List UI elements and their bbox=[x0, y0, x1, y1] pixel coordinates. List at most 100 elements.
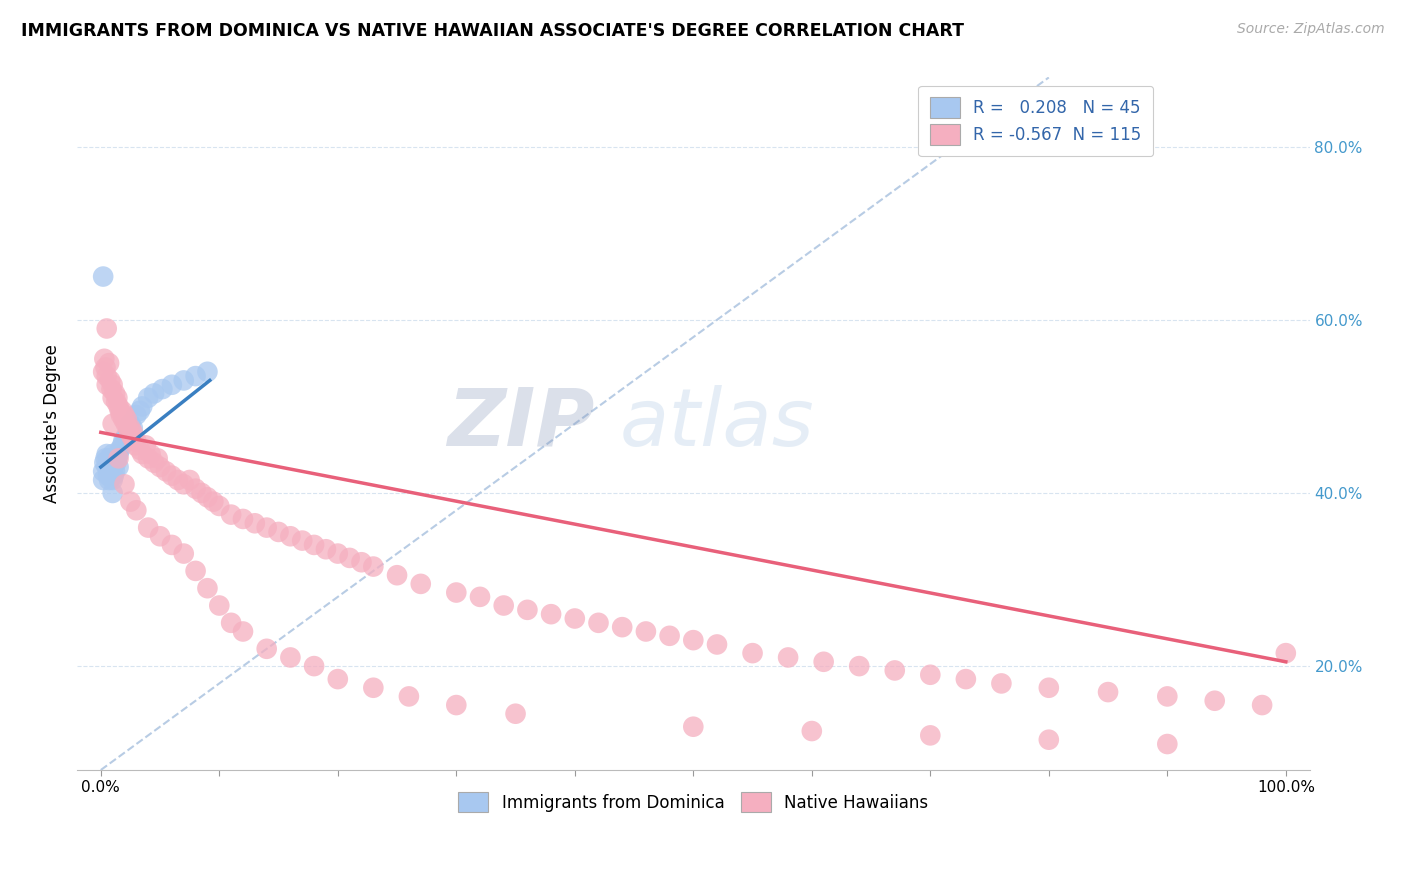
Point bbox=[350, 555, 373, 569]
Point bbox=[800, 724, 823, 739]
Point bbox=[98, 451, 121, 466]
Text: atlas: atlas bbox=[620, 384, 814, 463]
Point bbox=[326, 672, 349, 686]
Point bbox=[97, 468, 120, 483]
Point bbox=[173, 373, 195, 387]
Text: Source: ZipAtlas.com: Source: ZipAtlas.com bbox=[1237, 22, 1385, 37]
Point bbox=[197, 491, 219, 505]
Point bbox=[114, 408, 136, 422]
Point bbox=[778, 650, 800, 665]
Point bbox=[93, 456, 115, 470]
Point bbox=[143, 456, 166, 470]
Point bbox=[155, 464, 177, 478]
Point bbox=[105, 456, 128, 470]
Point bbox=[160, 377, 183, 392]
Point bbox=[125, 434, 148, 448]
Point bbox=[813, 655, 835, 669]
Point bbox=[160, 538, 183, 552]
Point bbox=[326, 547, 349, 561]
Point bbox=[516, 603, 538, 617]
Point bbox=[1038, 681, 1060, 695]
Point bbox=[125, 503, 148, 517]
Point bbox=[468, 590, 491, 604]
Point bbox=[100, 451, 122, 466]
Point bbox=[94, 451, 117, 466]
Point bbox=[104, 451, 127, 466]
Point bbox=[112, 434, 135, 448]
Point bbox=[120, 421, 142, 435]
Point bbox=[202, 494, 225, 508]
Legend: Immigrants from Dominica, Native Hawaiians: Immigrants from Dominica, Native Hawaiia… bbox=[447, 780, 941, 824]
Point bbox=[143, 386, 166, 401]
Point bbox=[96, 321, 118, 335]
Point bbox=[658, 629, 681, 643]
Point bbox=[184, 564, 207, 578]
Point bbox=[108, 442, 131, 457]
Point bbox=[152, 382, 174, 396]
Point bbox=[96, 377, 118, 392]
Point bbox=[96, 369, 118, 384]
Point bbox=[96, 447, 118, 461]
Point bbox=[91, 464, 114, 478]
Point bbox=[302, 538, 325, 552]
Point bbox=[219, 615, 242, 630]
Point bbox=[302, 659, 325, 673]
Point bbox=[103, 468, 125, 483]
Point bbox=[197, 365, 219, 379]
Point bbox=[190, 486, 212, 500]
Point bbox=[446, 585, 468, 599]
Point bbox=[105, 395, 128, 409]
Point bbox=[149, 529, 172, 543]
Point bbox=[848, 659, 870, 673]
Point bbox=[103, 456, 125, 470]
Point bbox=[256, 641, 278, 656]
Point bbox=[101, 486, 124, 500]
Point bbox=[120, 494, 142, 508]
Point bbox=[612, 620, 634, 634]
Point bbox=[118, 425, 141, 440]
Point bbox=[117, 425, 139, 440]
Point bbox=[184, 482, 207, 496]
Point bbox=[112, 412, 135, 426]
Point bbox=[100, 468, 122, 483]
Point bbox=[120, 417, 142, 431]
Point bbox=[1038, 732, 1060, 747]
Point bbox=[363, 559, 385, 574]
Point bbox=[219, 508, 242, 522]
Point bbox=[179, 473, 201, 487]
Point bbox=[136, 391, 159, 405]
Point bbox=[104, 386, 127, 401]
Point bbox=[105, 391, 128, 405]
Point bbox=[129, 403, 152, 417]
Point bbox=[97, 456, 120, 470]
Text: IMMIGRANTS FROM DOMINICA VS NATIVE HAWAIIAN ASSOCIATE'S DEGREE CORRELATION CHART: IMMIGRANTS FROM DOMINICA VS NATIVE HAWAI… bbox=[21, 22, 965, 40]
Point bbox=[96, 460, 118, 475]
Point bbox=[1156, 690, 1178, 704]
Point bbox=[91, 365, 114, 379]
Point bbox=[706, 638, 728, 652]
Point bbox=[315, 542, 337, 557]
Point bbox=[232, 512, 254, 526]
Point bbox=[98, 356, 121, 370]
Point bbox=[98, 460, 121, 475]
Point bbox=[1156, 737, 1178, 751]
Point bbox=[135, 438, 157, 452]
Point bbox=[409, 577, 432, 591]
Point bbox=[98, 473, 121, 487]
Point bbox=[385, 568, 408, 582]
Point bbox=[920, 667, 942, 681]
Point bbox=[280, 650, 302, 665]
Point bbox=[114, 430, 136, 444]
Point bbox=[990, 676, 1012, 690]
Point bbox=[114, 417, 136, 431]
Point bbox=[232, 624, 254, 639]
Point bbox=[173, 477, 195, 491]
Point bbox=[107, 451, 129, 466]
Point bbox=[104, 464, 127, 478]
Point bbox=[682, 633, 704, 648]
Point bbox=[682, 720, 704, 734]
Point bbox=[122, 434, 145, 448]
Point bbox=[111, 438, 134, 452]
Point bbox=[208, 499, 231, 513]
Point bbox=[105, 451, 128, 466]
